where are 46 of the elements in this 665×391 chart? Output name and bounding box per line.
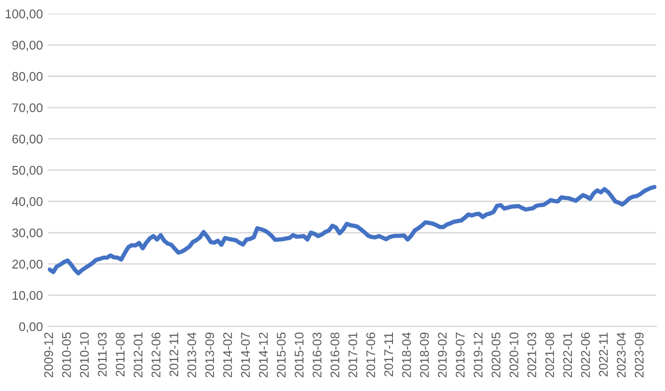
x-tick-label: 2012-11 [169, 332, 178, 376]
x-tick-label: 2018-09 [420, 332, 429, 378]
y-tick-label: 80,00 [12, 72, 43, 82]
x-tick-label: 2010-10 [80, 332, 89, 378]
y-tick-label: 100,00 [6, 9, 43, 20]
x-tick-label: 2018-04 [402, 332, 411, 378]
x-tick-label: 2012-06 [152, 332, 160, 378]
y-tick-label: 60,00 [12, 134, 43, 145]
x-tick-label: 2009-12 [44, 332, 54, 378]
x-tick-label: 2017-06 [366, 332, 376, 378]
x-tick-label: 2016-08 [330, 332, 340, 378]
x-tick-label: 2015-05 [276, 332, 286, 378]
x-tick-label: 2012-01 [134, 332, 143, 378]
x-tick-label: 2011-08 [116, 332, 125, 376]
x-tick-label: 2021-08 [545, 332, 554, 378]
y-tick-label: 70,00 [12, 103, 43, 114]
y-tick-label: 10,00 [12, 291, 43, 302]
y-tick-label: 40,00 [12, 197, 43, 208]
line-series [48, 184, 656, 276]
x-tick-label: 2017-01 [348, 332, 358, 378]
y-tick-label: 30,00 [12, 228, 43, 239]
x-tick-label: 2014-12 [258, 332, 268, 378]
x-tick-label: 2022-01 [563, 332, 572, 378]
x-tick-label: 2016-03 [312, 332, 322, 378]
x-tick-label: 2019-02 [438, 332, 447, 378]
x-tick-label: 2022-06 [581, 332, 590, 378]
y-tick-label: 0,00 [19, 322, 43, 333]
x-tick-label: 2010-05 [62, 332, 71, 378]
x-tick-label: 2013-09 [205, 332, 214, 378]
y-tick-label: 90,00 [12, 40, 43, 52]
x-tick-label: 2011-03 [98, 332, 107, 376]
x-tick-label: 2020-05 [492, 332, 500, 378]
x-tick-label: 2022-11 [598, 332, 608, 376]
x-tick-label: 2017-11 [384, 332, 394, 376]
x-tick-label: 2019-07 [456, 332, 465, 378]
x-tick-label: 2019-12 [474, 332, 483, 378]
x-tick-label: 2021-03 [527, 332, 536, 378]
x-tick-label: 2013-04 [187, 332, 196, 378]
x-tick-label: 2015-10 [294, 332, 304, 378]
x-tick-label: 2014-02 [223, 332, 232, 378]
y-tick-label: 50,00 [12, 166, 43, 176]
x-tick-label: 2014-07 [241, 332, 250, 378]
x-tick-label: 2023-04 [616, 332, 626, 378]
y-tick-label: 20,00 [12, 260, 43, 270]
x-tick-label: 2023-09 [634, 332, 644, 378]
x-tick-label: 2020-10 [509, 332, 518, 378]
